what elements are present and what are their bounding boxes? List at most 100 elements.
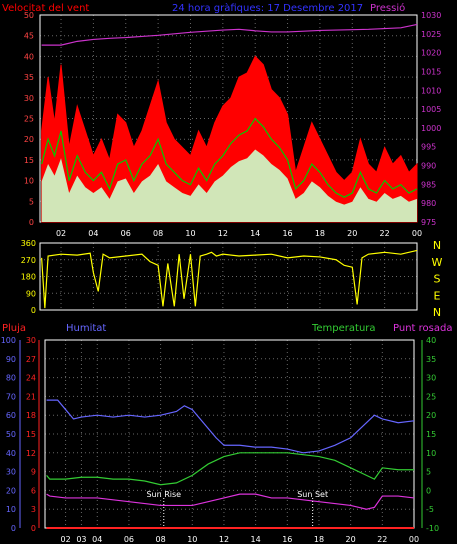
- pressure-tick-label: 975: [421, 218, 436, 227]
- x-tick-label: 20: [347, 229, 357, 238]
- dewpoint-series: [46, 493, 415, 510]
- x-tick-label: 00: [409, 535, 419, 544]
- temperature-tick-label: 5: [426, 468, 431, 477]
- compass-label: W: [432, 256, 443, 269]
- x-tick-label: 04: [88, 229, 98, 238]
- x-tick-label: 00: [412, 229, 422, 238]
- wind-tick-label: 25: [24, 115, 34, 124]
- wind-tick-label: 30: [24, 94, 34, 103]
- temperature-tick-label: 30: [426, 374, 436, 383]
- wind-tick-label: 40: [24, 52, 34, 61]
- wind-axis-title: Velocitat del vent: [2, 3, 89, 14]
- wind-pressure-chart: 0510152025303540455097598098599099510001…: [24, 11, 442, 238]
- wind-gust-series: [41, 55, 418, 223]
- temperature-tick-label: 40: [426, 336, 436, 345]
- rain-tick-label: 9: [31, 468, 36, 477]
- x-tick-label: 16: [282, 535, 292, 544]
- wind-tick-label: 35: [24, 73, 34, 82]
- rain-tick-label: 6: [31, 486, 36, 495]
- x-tick-label: 10: [187, 535, 197, 544]
- dewpoint-axis-title: Punt rosada: [393, 323, 452, 334]
- pressure-tick-label: 1015: [421, 67, 441, 76]
- wind-tick-label: 10: [24, 177, 34, 186]
- temperature-tick-label: -5: [426, 505, 434, 514]
- humidity-tick-label: 90: [6, 355, 16, 364]
- humidity-tick-label: 40: [6, 449, 16, 458]
- rain-tick-label: 27: [26, 355, 36, 364]
- temperature-axis-title: Temperatura: [311, 323, 376, 334]
- pressure-tick-label: 1005: [421, 105, 441, 114]
- wind-average-series: [41, 117, 418, 198]
- x-tick-label: 14: [250, 229, 260, 238]
- humidity-tick-label: 10: [6, 505, 16, 514]
- x-tick-label: 18: [314, 535, 324, 544]
- temperature-tick-label: 10: [426, 449, 436, 458]
- humidity-tick-label: 80: [6, 374, 16, 383]
- rain-tick-label: 12: [26, 449, 36, 458]
- x-tick-label: 10: [185, 229, 195, 238]
- humidity-tick-label: 30: [6, 468, 16, 477]
- temperature-tick-label: 35: [426, 355, 436, 364]
- x-tick-label: 12: [219, 535, 229, 544]
- pressure-tick-label: 1025: [421, 30, 441, 39]
- temperature-tick-label: 0: [426, 486, 431, 495]
- wind-tick-label: 50: [24, 11, 34, 20]
- x-tick-label: 04: [92, 535, 102, 544]
- pressure-tick-label: 1000: [421, 124, 441, 133]
- rain-tick-label: 21: [26, 392, 36, 401]
- pressure-tick-label: 980: [421, 199, 436, 208]
- x-tick-label: 02: [60, 535, 70, 544]
- rain-tick-label: 30: [26, 336, 36, 345]
- x-tick-label: 18: [315, 229, 325, 238]
- wind-tick-label: 45: [24, 32, 34, 41]
- rain-tick-label: 18: [26, 411, 36, 420]
- pressure-series: [41, 23, 418, 46]
- x-tick-label: 22: [377, 535, 387, 544]
- wind-base-series: [41, 149, 417, 222]
- wind-tick-label: 20: [24, 135, 34, 144]
- sun-annotation: Sun Set: [297, 490, 328, 499]
- x-tick-label: 06: [124, 535, 134, 544]
- pressure-tick-label: 1010: [421, 86, 441, 95]
- temperature-tick-label: 15: [426, 430, 436, 439]
- pressure-tick-label: 985: [421, 180, 436, 189]
- compass-label: S: [434, 273, 441, 286]
- x-tick-label: 08: [156, 535, 166, 544]
- direction-tick-label: 90: [26, 289, 36, 298]
- temperature-series: [46, 452, 414, 486]
- humidity-tick-label: 0: [11, 524, 16, 533]
- rain-tick-label: 15: [26, 430, 36, 439]
- chart-title: 24 hora gràfiques: 17 Desembre 2017: [172, 2, 363, 14]
- humidity-tick-label: 100: [1, 336, 16, 345]
- wind-direction-series: [41, 249, 418, 309]
- x-tick-label: 22: [380, 229, 390, 238]
- compass-label: N: [433, 306, 441, 319]
- humidity-series: [46, 399, 415, 454]
- humidity-tick-label: 50: [6, 430, 16, 439]
- x-tick-label: 03: [76, 535, 86, 544]
- direction-tick-label: 0: [31, 306, 36, 315]
- compass-label: N: [433, 239, 441, 252]
- x-tick-label: 14: [251, 535, 261, 544]
- pressure-tick-label: 1030: [421, 11, 441, 20]
- temperature-tick-label: 20: [426, 411, 436, 420]
- x-tick-label: 02: [56, 229, 66, 238]
- rain-tick-label: 24: [26, 374, 36, 383]
- sun-annotation: Sun Rise: [146, 490, 181, 499]
- direction-tick-label: 270: [21, 256, 36, 265]
- pressure-tick-label: 995: [421, 143, 436, 152]
- humidity-tick-label: 20: [6, 486, 16, 495]
- temperature-tick-label: 25: [426, 392, 436, 401]
- x-tick-label: 12: [218, 229, 228, 238]
- rain-axis-title: Pluja: [2, 323, 26, 334]
- direction-tick-label: 180: [21, 273, 36, 282]
- compass-label: E: [434, 289, 441, 302]
- humidity-axis-title: Humitat: [66, 323, 106, 334]
- pressure-tick-label: 990: [421, 162, 436, 171]
- x-tick-label: 06: [121, 229, 131, 238]
- humidity-tick-label: 60: [6, 411, 16, 420]
- x-tick-label: 16: [282, 229, 292, 238]
- humidity-tick-label: 70: [6, 392, 16, 401]
- pressure-tick-label: 1020: [421, 49, 441, 58]
